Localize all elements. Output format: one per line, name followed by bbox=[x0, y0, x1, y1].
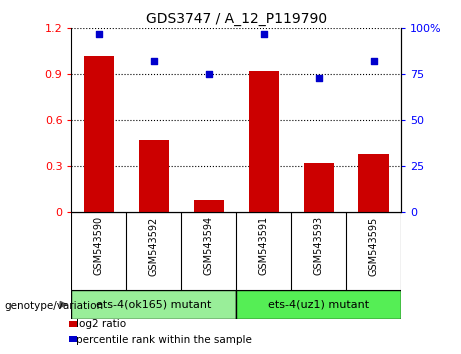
Point bbox=[315, 75, 322, 81]
Text: log2 ratio: log2 ratio bbox=[76, 319, 126, 329]
Text: GSM543595: GSM543595 bbox=[369, 216, 378, 275]
Point bbox=[150, 59, 158, 64]
Text: ets-4(uz1) mutant: ets-4(uz1) mutant bbox=[268, 299, 369, 309]
Bar bbox=[303, 163, 334, 212]
Bar bbox=[359, 154, 389, 212]
Text: GSM543591: GSM543591 bbox=[259, 216, 269, 275]
Title: GDS3747 / A_12_P119790: GDS3747 / A_12_P119790 bbox=[146, 12, 327, 26]
Point bbox=[205, 72, 213, 77]
Text: GSM543590: GSM543590 bbox=[94, 216, 104, 275]
Text: GSM543594: GSM543594 bbox=[204, 216, 214, 275]
Bar bbox=[139, 140, 169, 212]
Bar bbox=[236, 290, 401, 319]
Bar bbox=[71, 290, 236, 319]
Text: percentile rank within the sample: percentile rank within the sample bbox=[76, 335, 252, 345]
Point bbox=[260, 31, 267, 37]
Point bbox=[370, 59, 377, 64]
Text: GSM543593: GSM543593 bbox=[313, 216, 324, 275]
Text: genotype/variation: genotype/variation bbox=[5, 301, 104, 311]
Text: GSM543592: GSM543592 bbox=[149, 216, 159, 275]
Point bbox=[95, 31, 103, 37]
Bar bbox=[248, 71, 279, 212]
Text: ets-4(ok165) mutant: ets-4(ok165) mutant bbox=[96, 299, 212, 309]
Bar bbox=[194, 200, 224, 212]
Bar bbox=[84, 56, 114, 212]
